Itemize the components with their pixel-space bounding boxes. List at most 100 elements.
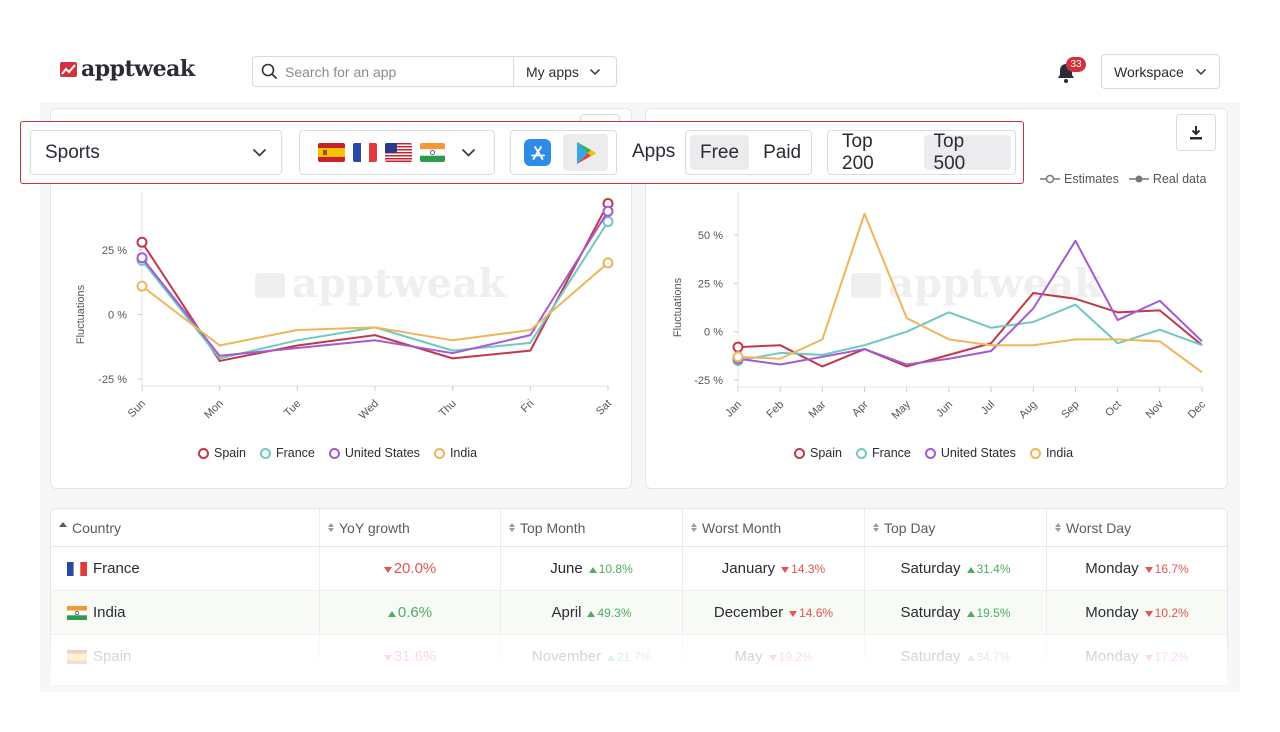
table-row[interactable]: France 20.0% June 10.8% January 14.3% Saturday… (51, 547, 1227, 591)
delta-value: 10.2% (1144, 606, 1189, 620)
free-toggle[interactable]: Free (690, 135, 750, 170)
x-tick-label: Sep (1059, 399, 1081, 421)
table-row[interactable]: India 0.6% April 49.3% December 14.6% Saturday… (51, 591, 1227, 635)
india-flag-icon (420, 143, 445, 162)
legend-item-india[interactable]: India (1029, 446, 1074, 460)
legend-item-spain[interactable]: Spain (794, 446, 842, 460)
apps-label: Apps (632, 141, 676, 162)
y-tick-label: 0 % (108, 310, 127, 322)
country-selector[interactable] (299, 130, 495, 175)
header-yoy[interactable]: YoY growth (320, 509, 501, 546)
header-label: YoY growth (339, 519, 410, 536)
legend-item-united-states[interactable]: United States (328, 446, 420, 460)
y-tick-label: -25 % (694, 375, 723, 387)
delta-value: 31.6% (383, 648, 436, 665)
month-name: May (734, 648, 763, 665)
legend-item-india[interactable]: India (433, 446, 477, 460)
top-day-cell: Saturday 19.5% (865, 591, 1047, 634)
legend-label: Spain (810, 446, 842, 460)
table-row[interactable]: Spain 31.6% November 21.7% May 19.2% Saturday 3… (51, 635, 1227, 679)
arrow-up-icon (966, 654, 975, 661)
watermark-text: apptweak (292, 260, 507, 307)
legend-item-united-states[interactable]: United States (924, 446, 1016, 460)
day-name: Monday (1085, 648, 1139, 665)
top-200-toggle[interactable]: Top 200 (842, 130, 874, 174)
arrow-down-icon (1144, 566, 1153, 573)
delta-value: 20.0% (383, 560, 436, 577)
y-tick-label: 25 % (102, 245, 127, 257)
arrow-up-icon (966, 566, 975, 573)
x-tick-label: May (890, 398, 914, 422)
header-worst-day[interactable]: Worst Day (1047, 509, 1227, 546)
x-tick-label: Jun (934, 399, 955, 420)
series-point[interactable] (602, 205, 614, 217)
workspace-dropdown[interactable]: Workspace (1101, 54, 1220, 89)
series-point[interactable] (136, 280, 148, 292)
series-point[interactable] (732, 351, 744, 363)
delta-value: 14.3% (781, 562, 825, 576)
search-icon (253, 63, 285, 80)
top-month-cell: November 21.7% (501, 635, 683, 678)
x-tick-label: Mar (807, 398, 829, 420)
header-top-month[interactable]: Top Month (501, 509, 683, 546)
header-label: Worst Month (702, 519, 782, 536)
y-tick-label: 50 % (698, 230, 723, 242)
chevron-down-icon (252, 148, 267, 157)
arrow-up-icon (966, 610, 975, 617)
x-tick-label: Jul (979, 399, 997, 417)
download-icon (1190, 125, 1202, 139)
paid-toggle[interactable]: Paid (763, 141, 802, 163)
us-flag-icon (385, 143, 412, 162)
legend-label: United States (940, 446, 1016, 460)
arrow-up-icon (588, 566, 597, 573)
country-name: France (93, 560, 140, 577)
search-input[interactable] (285, 63, 513, 80)
series-point[interactable] (136, 252, 148, 264)
legend-item-france[interactable]: France (855, 446, 911, 460)
chevron-down-icon (461, 148, 476, 157)
store-selector (510, 130, 617, 175)
arrow-up-icon (587, 610, 596, 617)
series-point[interactable] (732, 341, 744, 353)
app-store-icon[interactable] (524, 139, 551, 166)
series-line-spain (141, 203, 609, 362)
header-top-day[interactable]: Top Day (865, 509, 1047, 546)
series-point[interactable] (602, 216, 614, 228)
watermark-mark-icon (851, 273, 881, 298)
delta-value: 31.4% (966, 562, 1011, 576)
month-name: December (713, 604, 784, 621)
arrow-down-icon (781, 566, 790, 573)
x-tick-label: Apr (850, 398, 871, 419)
series-point[interactable] (136, 236, 148, 248)
series-point[interactable] (602, 257, 614, 269)
legend-label: India (1045, 446, 1074, 460)
yoy-cell: 0.6% (320, 591, 501, 634)
delta-value: 17.2% (1144, 650, 1189, 664)
y-axis-label: Fluctuations (75, 284, 87, 344)
legend-marker-icon (924, 447, 936, 459)
month-name: June (550, 560, 583, 577)
real-data-marker-icon (1128, 175, 1149, 183)
worst-day-cell: Monday 17.2% (1047, 635, 1227, 678)
download-button[interactable] (1176, 114, 1216, 151)
search-bar: My apps (252, 56, 617, 87)
legend-item-spain[interactable]: Spain (198, 446, 246, 460)
y-tick-label: -25 % (98, 374, 127, 386)
header-country[interactable]: Country (51, 509, 320, 546)
header-worst-month[interactable]: Worst Month (683, 509, 865, 546)
apptweak-logo[interactable]: apptweak (60, 56, 195, 82)
legend-item-france[interactable]: France (259, 446, 315, 460)
chevron-down-icon (1195, 68, 1207, 75)
legend-label: United States (344, 446, 420, 460)
arrow-down-icon (383, 567, 392, 573)
series-line-spain (737, 292, 1203, 368)
google-play-icon[interactable] (563, 134, 608, 171)
x-tick-label: Wed (357, 398, 381, 422)
country-cell: India (51, 591, 320, 634)
my-apps-dropdown[interactable]: My apps (513, 57, 616, 86)
arrow-down-icon (383, 655, 392, 661)
delta-value: 14.6% (789, 606, 833, 620)
top-500-toggle[interactable]: Top 500 (923, 131, 1011, 174)
category-dropdown[interactable]: Sports (30, 130, 282, 175)
watermark: apptweak (255, 260, 507, 307)
